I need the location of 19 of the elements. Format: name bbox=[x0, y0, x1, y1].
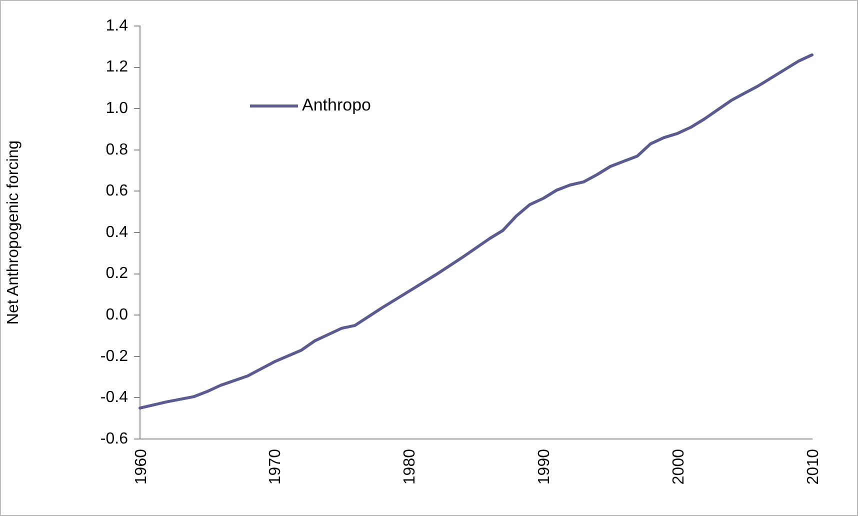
x-tick-label: 1960 bbox=[132, 448, 150, 485]
y-tick-label: -0.4 bbox=[100, 389, 128, 406]
y-tick-label: -0.2 bbox=[100, 348, 128, 365]
y-tick-label: 0.4 bbox=[106, 224, 128, 241]
x-tick-label: 1970 bbox=[267, 448, 284, 485]
legend-label: Anthropo bbox=[302, 96, 371, 115]
y-tick-label: 1.2 bbox=[106, 58, 128, 76]
y-tick-label: 0.2 bbox=[106, 265, 128, 282]
y-tick-label: -0.6 bbox=[100, 430, 128, 448]
y-axis-title: Net Anthropogenic forcing bbox=[5, 140, 22, 325]
x-tick-label: 2010 bbox=[804, 448, 822, 485]
x-tick-label: 1980 bbox=[402, 448, 419, 485]
y-tick-label: 0.0 bbox=[106, 306, 128, 324]
y-tick-label: 1.0 bbox=[106, 100, 128, 118]
x-tick-label: 1990 bbox=[536, 448, 553, 485]
y-tick-label: 0.8 bbox=[106, 141, 128, 158]
y-tick-label: 1.4 bbox=[106, 17, 128, 34]
y-tick-label: 0.6 bbox=[106, 182, 128, 200]
x-tick-label: 2000 bbox=[670, 448, 688, 485]
